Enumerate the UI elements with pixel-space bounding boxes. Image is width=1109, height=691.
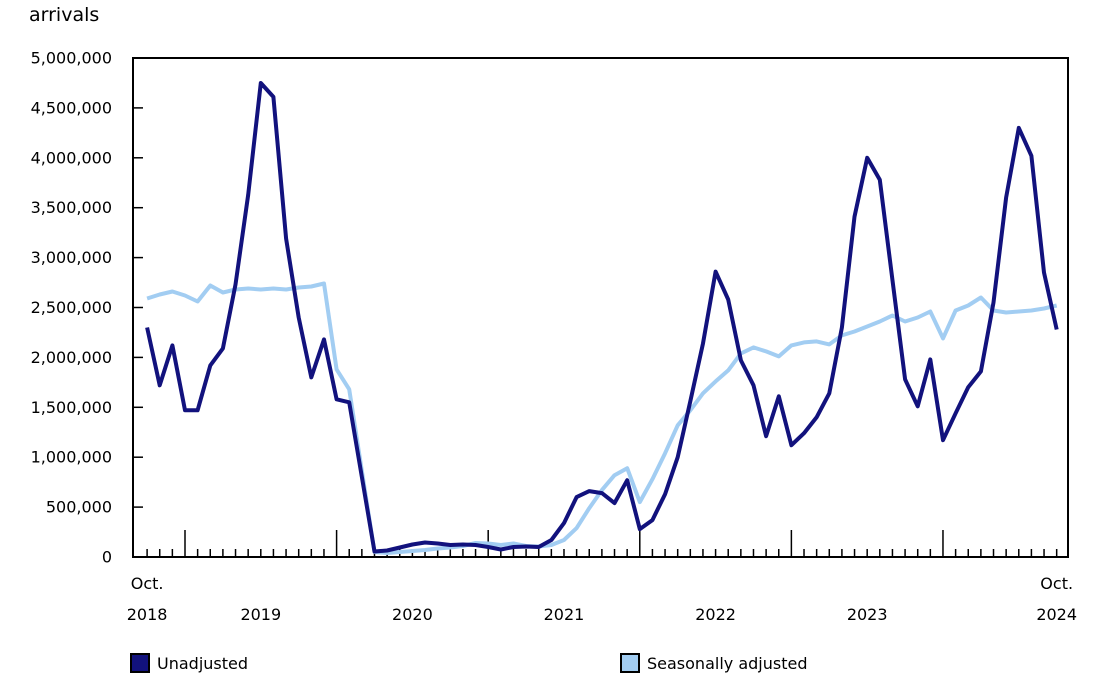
x-label-year: 2019 (240, 605, 281, 624)
series-line-seasonally-adjusted (146, 281, 1058, 555)
x-label-year: 2018 (127, 605, 168, 624)
y-tick-label: 1,500,000 (31, 398, 112, 417)
y-tick-label: 0 (102, 548, 112, 567)
legend-label-unadjusted: Unadjusted (157, 653, 249, 673)
legend-item-seasonally-adjusted: Seasonally adjusted (620, 653, 807, 673)
y-tick-label: 2,000,000 (31, 348, 112, 367)
y-axis-unit-label: arrivals (29, 4, 100, 26)
x-label-year: 2022 (695, 605, 736, 624)
y-tick-label: 2,500,000 (31, 298, 112, 317)
x-label-year: 2021 (544, 605, 585, 624)
y-tick-label: 3,000,000 (31, 248, 112, 267)
y-tick-label: 500,000 (46, 498, 112, 517)
legend-label-seasonally-adjusted: Seasonally adjusted (647, 653, 808, 673)
y-tick-label: 4,500,000 (31, 98, 112, 117)
legend-item-unadjusted: Unadjusted (130, 653, 248, 673)
x-label-month: Oct. (131, 574, 164, 593)
x-label-year: 2023 (847, 605, 888, 624)
legend-swatch-seasonally-adjusted (620, 653, 640, 673)
x-label-month: Oct. (1040, 574, 1073, 593)
x-label-year: 2020 (392, 605, 433, 624)
legend-swatch-unadjusted (130, 653, 150, 673)
series-line-unadjusted (145, 81, 1059, 554)
y-tick-label: 1,000,000 (31, 448, 112, 467)
y-tick-label: 5,000,000 (31, 49, 112, 68)
x-label-year: 2024 (1036, 605, 1077, 624)
y-tick-label: 4,000,000 (31, 148, 112, 167)
y-tick-label: 3,500,000 (31, 198, 112, 217)
plot-frame (132, 57, 1069, 558)
